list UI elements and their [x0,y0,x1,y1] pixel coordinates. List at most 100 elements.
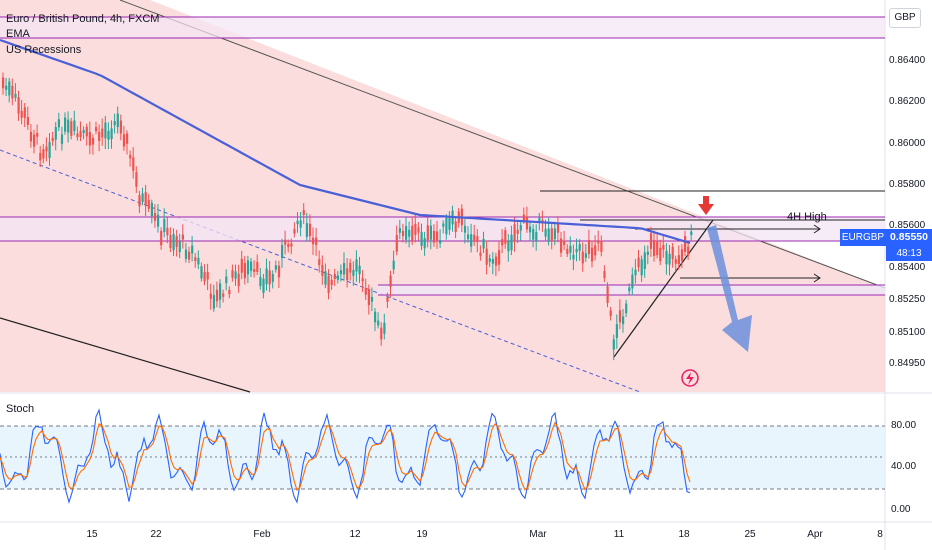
candle [600,240,603,252]
candle [513,224,516,242]
candle [333,273,336,280]
candle [411,225,414,242]
symbol-legend[interactable]: Euro / British Pound, 4h, FXCM [6,13,160,25]
candle [374,311,377,323]
candle [321,264,324,276]
current-price-label: 0.85550 [886,229,932,246]
candle [312,237,315,245]
candle [631,274,634,289]
candle [398,228,401,233]
candle [163,218,166,233]
candle [429,225,432,240]
candle [395,235,398,252]
candle [268,270,271,285]
candle [448,218,451,230]
candle [432,230,436,243]
candle [504,230,507,244]
candle [104,122,107,139]
candle [401,230,405,237]
candle [14,93,17,98]
time-tick: 15 [86,529,98,540]
candle [57,119,60,128]
recessions-legend[interactable]: US Recessions [6,44,82,56]
candle [45,146,48,152]
candle [615,324,618,338]
candle [200,266,203,279]
candle [122,134,126,147]
candle [119,120,122,134]
ema-legend[interactable]: EMA [6,28,30,40]
candle [197,257,200,265]
four-hour-high-label[interactable]: 4H High [787,211,827,223]
candle [73,120,76,132]
price-tick: 0.86400 [889,55,926,66]
candle [281,244,284,259]
candle [417,227,420,233]
candle [649,233,653,249]
candle [668,253,671,265]
candle [250,261,253,271]
candle [101,128,104,138]
candle [618,310,622,323]
candle [680,249,684,261]
candle [544,228,547,237]
candle [157,214,160,227]
stoch-legend[interactable]: Stoch [6,403,35,415]
candle [612,339,615,350]
candle [467,234,470,240]
candle [575,248,578,253]
symbol-price-label: EURGBP [840,229,886,246]
candle [671,246,674,259]
candle [622,316,625,325]
time-tick: 12 [349,529,361,540]
candle [11,85,14,99]
candle [535,231,538,241]
candle [662,244,665,250]
candle [160,230,163,246]
candle [358,265,361,275]
candle [436,231,439,241]
candle [519,224,522,231]
lightning-icon [686,372,694,385]
candle [494,256,498,266]
candle [522,214,525,221]
currency-selector[interactable]: GBP [889,8,921,28]
candle [178,241,181,253]
candle [479,252,482,256]
candle [302,210,305,215]
candle [51,137,54,142]
candle [498,250,501,265]
candle [473,234,476,242]
candle [665,250,668,265]
candle [284,239,287,245]
price-tick: 0.85400 [889,262,926,273]
candle [380,327,383,340]
candle [67,119,70,133]
candle [265,268,268,285]
time-tick: 18 [678,529,690,540]
candle [64,117,67,132]
candle [377,320,380,326]
candle [26,116,29,125]
candle [23,107,26,118]
candle [305,223,308,237]
stoch-d-line [0,421,691,492]
low-zone [378,285,885,295]
candle [209,293,212,299]
candle [219,283,222,300]
candle [113,121,116,126]
lightning-icon [681,369,699,387]
candle [91,137,95,145]
candle [426,225,429,241]
candle [166,227,169,236]
stoch-band [0,426,885,489]
price-tick: 0.84950 [889,358,926,369]
candle [184,249,188,259]
candle [581,251,584,264]
candle [287,243,290,248]
candle [8,81,11,96]
candle [5,85,8,90]
candle [172,233,175,251]
